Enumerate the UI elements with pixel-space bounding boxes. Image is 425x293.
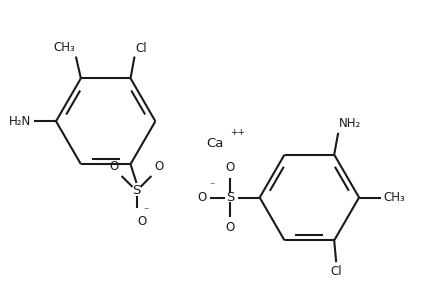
- Text: ⁻: ⁻: [209, 182, 214, 192]
- Text: O: O: [225, 221, 235, 234]
- Text: Cl: Cl: [330, 265, 342, 278]
- Text: O: O: [198, 191, 207, 204]
- Text: S: S: [132, 184, 141, 197]
- Text: Ca: Ca: [206, 137, 224, 149]
- Text: ⁻: ⁻: [144, 207, 149, 217]
- Text: NH₂: NH₂: [339, 117, 361, 130]
- Text: O: O: [109, 160, 119, 173]
- Text: CH₃: CH₃: [384, 191, 405, 204]
- Text: O: O: [225, 161, 235, 174]
- Text: O: O: [137, 215, 146, 228]
- Text: CH₃: CH₃: [53, 41, 75, 54]
- Text: Cl: Cl: [136, 42, 147, 54]
- Text: ++: ++: [230, 128, 245, 137]
- Text: S: S: [226, 191, 234, 204]
- Text: H₂N: H₂N: [9, 115, 31, 128]
- Text: O: O: [154, 160, 164, 173]
